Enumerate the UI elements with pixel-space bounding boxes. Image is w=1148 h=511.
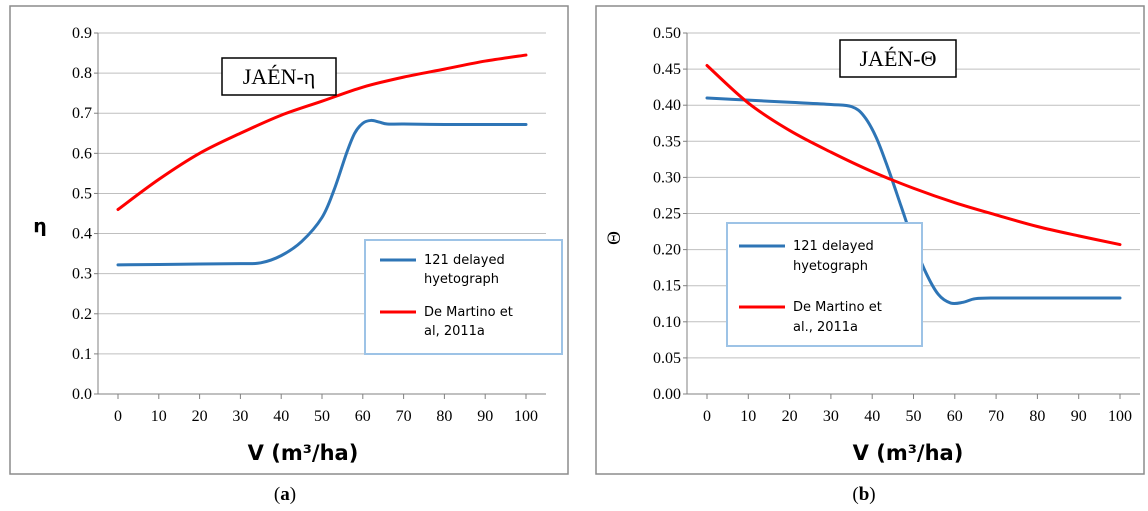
legend-label-2a: De Martino et (424, 305, 513, 320)
legend: 121 delayed hyetograph De Martino et al.… (726, 222, 923, 347)
x-tick-label: 100 (1108, 408, 1132, 425)
x-tick-label: 0 (114, 408, 122, 425)
y-tick-label: 0.05 (653, 350, 681, 367)
chart-title: JAÉN-Θ (860, 46, 937, 71)
y-tick-label: 0.9 (72, 25, 92, 42)
legend-label-2b: al., 2011a (793, 320, 858, 335)
x-axis-label: V (m³/ha) (853, 441, 964, 465)
legend-label-2a: De Martino et (793, 300, 882, 315)
title-box (839, 39, 957, 78)
axes (94, 32, 546, 399)
x-tick-label: 30 (823, 408, 839, 425)
chart-panel-a: 0.0 0.1 0.2 0.3 0.4 0.5 0.6 0.7 0.8 0.9 0 10 20 30 40… (9, 5, 569, 505)
x-tick-label: 70 (396, 408, 412, 425)
x-tick-label: 40 (273, 408, 289, 425)
legend-label-1a: 121 delayed (424, 253, 505, 268)
y-tick-label: 0.7 (72, 105, 92, 122)
chart-panel-b: 0.00 0.05 0.10 0.15 0.20 0.25 0.30 0.35 0.40 0.45… (574, 0, 1148, 511)
panel-caption: (a) (274, 484, 296, 505)
y-tick-label: 0.00 (653, 386, 681, 403)
x-tick-labels: 0 10 20 30 40 50 60 70 80 90 100 (703, 408, 1132, 425)
x-tick-label: 100 (514, 408, 538, 425)
x-axis-label: V (m³/ha) (248, 441, 359, 465)
y-tick-label: 0.1 (72, 346, 92, 363)
chart-title: JAÉN-η (243, 64, 316, 89)
y-tick-label: 0.45 (653, 61, 681, 78)
y-tick-labels: 0.00 0.05 0.10 0.15 0.20 0.25 0.30 0.35 0.40 0.45… (653, 25, 681, 403)
series-line-red (705, 63, 1122, 247)
x-tick-label: 0 (703, 408, 711, 425)
x-tick-label: 90 (1071, 408, 1087, 425)
x-tick-label: 30 (232, 408, 248, 425)
x-tick-label: 20 (192, 408, 208, 425)
y-tick-label: 0.30 (653, 169, 681, 186)
eta-chart: 0.0 0.1 0.2 0.3 0.4 0.5 0.6 0.7 0.8 0.9 0 10 20 30 40… (9, 5, 569, 505)
y-tick-label: 0.8 (72, 65, 92, 82)
y-tick-label: 0.4 (72, 226, 92, 243)
series-lines (116, 53, 528, 267)
y-tick-label: 0.25 (653, 206, 681, 223)
series-line-blue (116, 118, 528, 267)
y-tick-label: 0.10 (653, 314, 681, 331)
x-tick-label: 60 (947, 408, 963, 425)
legend: 121 delayed hyetograph De Martino et al,… (364, 239, 563, 355)
legend-label-1b: hyetograph (793, 259, 868, 274)
x-tick-label: 60 (355, 408, 371, 425)
panel-caption: (b) (852, 484, 875, 505)
x-tick-labels: 0 10 20 30 40 50 60 70 80 90 100 (114, 408, 538, 425)
x-tick-label: 80 (1029, 408, 1045, 425)
y-tick-label: 0.0 (72, 386, 92, 403)
series-line-red (116, 53, 528, 211)
y-tick-label: 0.6 (72, 145, 92, 162)
y-tick-label: 0.20 (653, 242, 681, 259)
x-tick-label: 10 (740, 408, 756, 425)
caption-letter: a (280, 484, 290, 505)
legend-box (726, 222, 923, 347)
y-tick-label: 0.5 (72, 185, 92, 202)
y-tick-label: 0.35 (653, 133, 681, 150)
x-tick-label: 50 (906, 408, 922, 425)
y-tick-label: 0.2 (72, 306, 92, 323)
axes (683, 32, 1140, 399)
y-tick-label: 0.50 (653, 25, 681, 42)
x-tick-label: 10 (151, 408, 167, 425)
x-tick-label: 40 (864, 408, 880, 425)
x-tick-label: 80 (436, 408, 452, 425)
x-tick-label: 50 (314, 408, 330, 425)
y-tick-label: 0.15 (653, 278, 681, 295)
y-tick-label: 0.3 (72, 266, 92, 283)
y-axis-label: Θ (604, 231, 625, 245)
legend-label-1b: hyetograph (424, 272, 499, 287)
x-tick-label: 90 (477, 408, 493, 425)
legend-label-2b: al, 2011a (424, 324, 485, 339)
y-tick-label: 0.40 (653, 97, 681, 114)
caption-letter: b (859, 484, 870, 505)
title-box (221, 57, 337, 96)
theta-chart: 0.00 0.05 0.10 0.15 0.20 0.25 0.30 0.35 0.40 0.45… (595, 5, 1145, 505)
y-tick-labels: 0.0 0.1 0.2 0.3 0.4 0.5 0.6 0.7 0.8 0.9 (72, 25, 92, 403)
y-axis-label: η (33, 215, 47, 237)
legend-label-1a: 121 delayed (793, 239, 874, 254)
x-tick-label: 70 (988, 408, 1004, 425)
x-tick-label: 20 (782, 408, 798, 425)
